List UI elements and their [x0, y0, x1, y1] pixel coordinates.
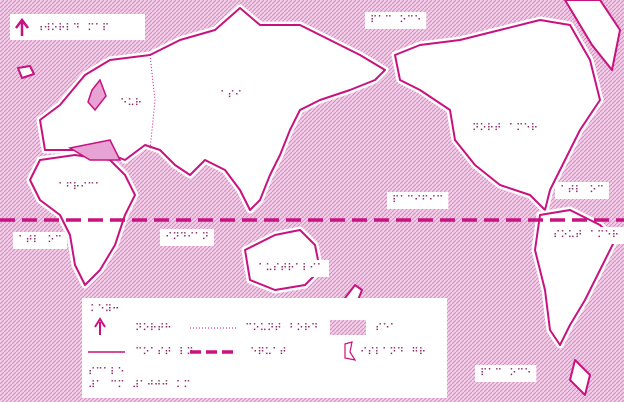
legend-scale: ⠼⠁⠀⠉⠍⠀⠼⠁⠚⠚⠚⠀⠅⠍	[88, 380, 191, 391]
title-box: ⠰⠺⠕⠗⠇⠙⠀⠍⠁⠏	[10, 14, 145, 40]
legend-north: ⠝⠕⠗⠞⠓	[135, 323, 172, 334]
eurasia	[39, 7, 386, 211]
legend-sea: ⠎⠑⠁	[375, 323, 397, 334]
legend-border: ⠉⠕⠥⠝⠞⠀⠃⠕⠗⠙	[245, 323, 318, 334]
legend-title: ⠅⠑⠽⠒	[90, 304, 119, 315]
label-background	[555, 182, 609, 199]
island	[17, 65, 35, 79]
region-label: ⠑⠥⠗	[120, 98, 142, 109]
labels: ⠏⠁⠉⠀⠕⠉⠑ ⠑⠥⠗ ⠁⠎⠊ ⠝⠕⠗⠞⠀⠁⠍⠑⠗ ⠁⠋⠗⠊⠉⠁ ⠁⠞⠇⠀⠕⠉ ⠏⠁⠉⠊⠋⠊…	[13, 12, 624, 382]
region-label: ⠏⠁⠉⠊⠋⠊⠉	[392, 195, 443, 206]
region-label: ⠏⠁⠉⠀⠕⠉⠑	[370, 15, 421, 26]
region-label: ⠏⠁⠉⠀⠕⠉⠑	[480, 368, 531, 379]
region-label: ⠊⠝⠙⠊⠁⠝	[165, 232, 209, 243]
legend-box	[82, 298, 447, 398]
region-label: ⠁⠥⠎⠞⠗⠁⠇⠊⠁	[258, 263, 324, 274]
legend-sea-swatch	[330, 320, 366, 335]
map-title: ⠰⠺⠕⠗⠇⠙⠀⠍⠁⠏	[36, 23, 109, 34]
region-label: ⠁⠎⠊	[220, 90, 242, 101]
label-background	[13, 232, 67, 249]
legend: ⠅⠑⠽⠒ ⠝⠕⠗⠞⠓ ⠉⠕⠥⠝⠞⠀⠃⠕⠗⠙ ⠎⠑⠁ ⠉⠕⠁⠎⠞⠀⠇⠝ ⠑⠟⠥⠁⠞…	[82, 298, 447, 398]
legend-coast: ⠉⠕⠁⠎⠞⠀⠇⠝	[135, 347, 194, 358]
region-label: ⠁⠞⠇⠀⠕⠉	[18, 235, 62, 246]
region-label: ⠁⠋⠗⠊⠉⠁	[58, 182, 102, 193]
region-label: ⠎⠕⠥⠞⠀⠁⠍⠑⠗	[553, 230, 619, 241]
label-background	[215, 87, 247, 104]
label-background	[467, 120, 543, 137]
region-label: ⠁⠞⠇⠀⠕⠉	[560, 185, 604, 196]
border-line	[149, 54, 156, 151]
label-background	[548, 227, 624, 244]
label-background	[387, 192, 449, 209]
legend-island: ⠊⠎⠇⠁⠝⠙⠀⠛⠗	[360, 347, 426, 358]
label-background	[160, 229, 214, 246]
legend-equator: ⠑⠟⠥⠁⠞	[250, 347, 287, 358]
sea-area	[67, 139, 122, 161]
region-label: ⠝⠕⠗⠞⠀⠁⠍⠑⠗	[472, 123, 538, 134]
legend-island-icon	[344, 341, 357, 361]
legend-scale-title: ⠎⠉⠁⠇⠑	[88, 367, 125, 378]
legend-north-icon	[94, 317, 106, 335]
label-background	[115, 95, 147, 112]
title-background	[10, 14, 145, 40]
antarctica-tip	[569, 359, 591, 396]
label-background	[365, 12, 427, 29]
sea-area	[87, 78, 107, 112]
label-background	[53, 179, 107, 196]
label-background	[475, 365, 537, 382]
label-background	[253, 260, 329, 277]
continents	[17, 0, 621, 396]
greenland	[564, 0, 621, 71]
north-arrow	[15, 17, 29, 36]
north-america	[394, 19, 601, 211]
